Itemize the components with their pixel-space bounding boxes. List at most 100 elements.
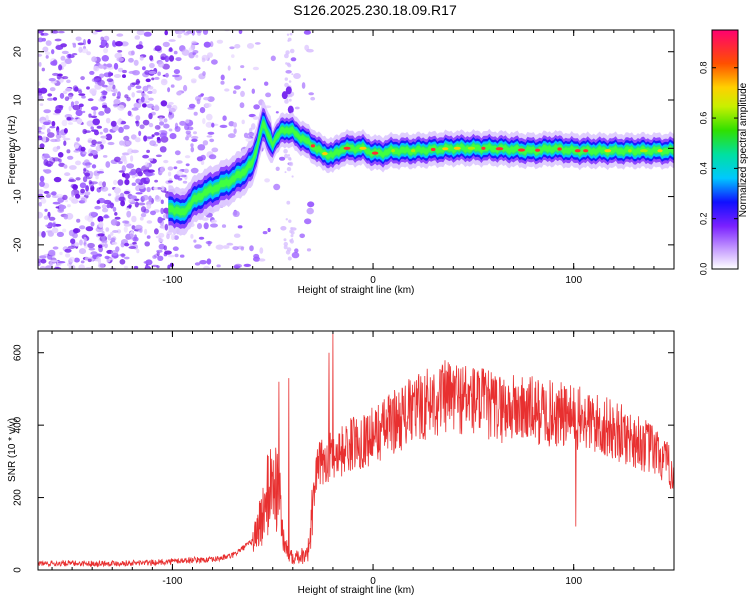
colorbar-tick-label: 0.8 — [698, 61, 708, 74]
noise-blob — [203, 41, 211, 48]
noise-blob — [287, 37, 292, 42]
noise-blob — [144, 228, 148, 235]
noise-blob — [159, 121, 165, 126]
colorbar-tick-label: 0.6 — [698, 112, 708, 125]
noise-blob — [45, 51, 51, 56]
noise-blob — [137, 202, 146, 206]
noise-blob — [101, 90, 107, 96]
noise-blob — [149, 62, 155, 69]
noise-blob — [166, 104, 172, 109]
noise-blob — [146, 235, 151, 239]
noise-blob — [73, 257, 80, 263]
noise-blob — [82, 176, 88, 183]
noise-blob — [284, 77, 288, 81]
noise-blob — [153, 186, 158, 191]
noise-blob — [197, 144, 206, 151]
noise-blob — [62, 228, 67, 233]
noise-blob — [64, 58, 72, 65]
noise-blob — [185, 163, 190, 167]
noise-blob — [167, 254, 175, 258]
noise-blob — [114, 156, 121, 162]
noise-blob — [98, 181, 104, 186]
noise-blob — [92, 118, 100, 126]
noise-blob — [84, 172, 91, 177]
noise-blob — [67, 155, 74, 160]
noise-blob — [188, 103, 196, 109]
colorbar-ticks: 0.0 0.2 0.4 0.6 0.8 — [698, 61, 738, 275]
noise-blob — [160, 199, 164, 205]
noise-blob — [50, 60, 57, 66]
noise-blob — [52, 222, 56, 228]
noise-blob — [184, 123, 190, 131]
noise-blob — [124, 173, 130, 180]
snr-panel: -100 0 100 0 200 400 600 Height of straight li… — [7, 330, 675, 596]
noise-blob — [38, 211, 43, 219]
noise-blob — [209, 138, 215, 143]
noise-blob — [96, 200, 101, 204]
noise-blob — [233, 128, 237, 135]
noise-blob — [102, 84, 108, 88]
noise-blob — [199, 260, 208, 265]
noise-blob — [173, 69, 180, 75]
noise-blob — [63, 214, 68, 220]
noise-blob — [136, 30, 145, 36]
noise-blob — [75, 193, 81, 199]
noise-blob — [168, 47, 173, 52]
noise-blob — [107, 141, 115, 146]
noise-blob — [173, 166, 178, 170]
noise-blob — [193, 239, 197, 243]
noise-blob — [220, 74, 225, 81]
noise-blob — [174, 253, 179, 258]
ridge-hotspot — [495, 147, 504, 151]
colorbar-tick-label: 0.2 — [698, 212, 708, 225]
noise-blob — [66, 79, 71, 84]
noise-blob — [114, 212, 118, 216]
noise-blob — [249, 245, 254, 252]
noise-blob — [290, 227, 294, 230]
noise-blob — [88, 153, 94, 157]
noise-blob — [281, 91, 288, 100]
noise-blob — [253, 104, 260, 110]
noise-blob — [148, 85, 154, 90]
noise-blob — [142, 100, 150, 104]
noise-blob — [118, 196, 125, 202]
spectrogram-y-tick-label: 10 — [13, 94, 24, 106]
noise-blob — [156, 265, 160, 269]
noise-blob — [122, 220, 129, 224]
noise-blob — [253, 256, 261, 262]
noise-blob — [104, 255, 110, 260]
noise-blob — [123, 135, 130, 141]
noise-blob — [155, 235, 162, 239]
noise-blob — [60, 55, 66, 61]
noise-blob — [147, 169, 155, 173]
noise-blob — [173, 50, 178, 55]
noise-blob — [91, 164, 97, 169]
noise-blob — [227, 133, 236, 139]
noise-blob — [65, 87, 72, 92]
noise-blob — [307, 201, 315, 208]
noise-blob — [52, 246, 59, 250]
noise-blob — [62, 137, 71, 141]
noise-blob — [310, 96, 316, 101]
noise-blob — [75, 109, 83, 117]
noise-blob — [154, 228, 159, 235]
noise-blob — [92, 31, 98, 35]
noise-blob — [200, 160, 205, 165]
noise-blob — [95, 175, 99, 180]
noise-blob — [289, 32, 293, 36]
noise-blob — [164, 223, 169, 231]
noise-blob — [63, 128, 68, 134]
noise-blob — [124, 179, 130, 186]
noise-blob — [38, 90, 43, 96]
noise-blob — [135, 78, 140, 85]
noise-blob — [294, 106, 300, 110]
noise-blob — [115, 41, 123, 47]
noise-blob — [159, 117, 163, 122]
noise-blob — [61, 76, 69, 80]
noise-blob — [205, 103, 212, 108]
noise-blob — [118, 117, 122, 124]
noise-blob — [103, 127, 109, 133]
snr-axes: -100 0 100 0 200 400 600 — [13, 331, 675, 587]
spectrogram-y-tick-label: -10 — [13, 189, 24, 204]
noise-blob — [154, 125, 161, 130]
